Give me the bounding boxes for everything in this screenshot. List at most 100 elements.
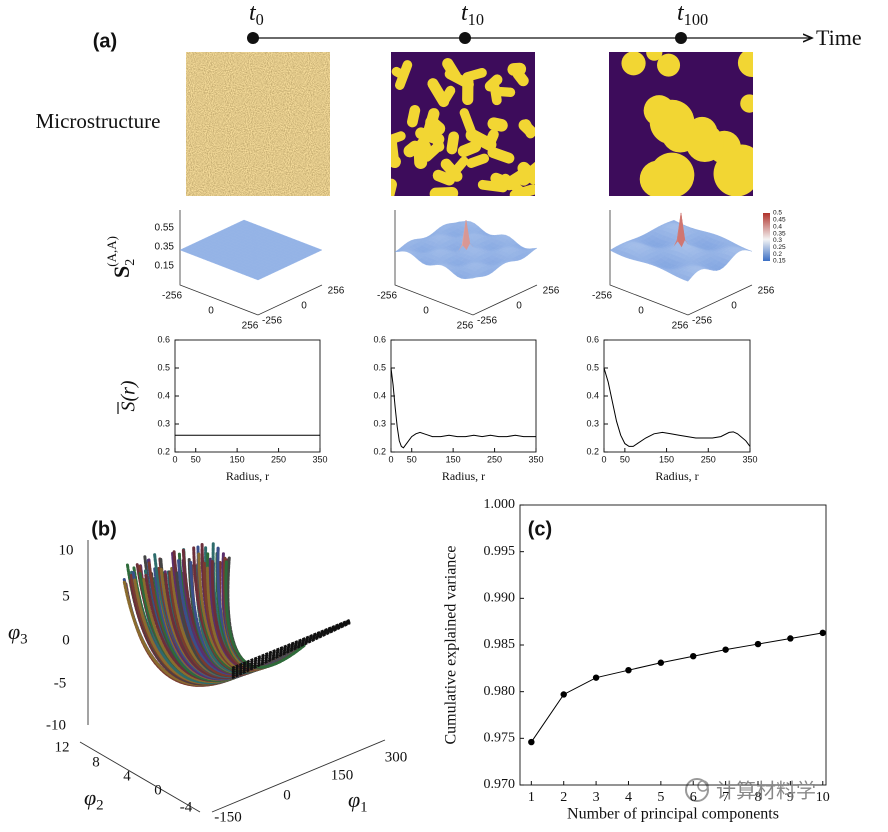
y-tick-label: 0.2	[157, 446, 170, 456]
x-tick-label: 5	[657, 790, 664, 805]
scatter-tick-label: 150	[331, 767, 354, 783]
y-tick-label: 0.6	[157, 334, 170, 344]
colorbar-tick-label: 0.3	[773, 237, 782, 244]
data-line	[603, 367, 751, 447]
s2-x-tick-label: 0	[638, 306, 644, 317]
x-tick-label: 0	[601, 454, 606, 464]
blob	[466, 153, 490, 168]
x-tick-label: 150	[230, 454, 245, 464]
y-tick-label: 0.970	[484, 777, 516, 792]
x-tick-label: 150	[659, 454, 674, 464]
y-tick-label: 0.5	[373, 362, 386, 372]
blob	[391, 151, 401, 169]
x-tick-label: 250	[701, 454, 716, 464]
axis-label: φ2	[84, 785, 104, 814]
symbol: t	[461, 0, 469, 26]
time-label: t10	[461, 0, 484, 29]
s2-y-tick-label: -256	[477, 316, 497, 327]
s2-x-tick-label: 256	[457, 321, 474, 332]
data-point	[690, 653, 697, 660]
y-tick-label: 0.985	[484, 637, 516, 652]
data-point	[528, 738, 535, 746]
data-point	[592, 674, 600, 681]
colorbar-tick-label: 0.45	[773, 217, 786, 224]
blob	[429, 187, 459, 196]
x-tick-label: 9	[787, 790, 794, 805]
timeline-point	[247, 32, 259, 44]
symbol: t	[677, 0, 685, 26]
blob	[713, 150, 753, 196]
x-tick-label: 7	[722, 790, 729, 805]
timeline-point	[675, 32, 687, 44]
s2-x-tick-label: 0	[208, 306, 214, 317]
subscript: 1	[360, 800, 367, 816]
axis-3d	[211, 739, 386, 813]
s2-y-tick-label: -256	[692, 316, 712, 327]
subscript: 0	[256, 10, 264, 29]
plot-frame	[519, 504, 827, 786]
colorbar-tick-label: 0.5	[773, 210, 782, 217]
y-tick-label: 0.4	[373, 390, 386, 400]
s2-x-tick-label: -256	[592, 291, 612, 302]
time-label: t100	[677, 0, 708, 29]
y-tick-label: 0.995	[484, 544, 516, 559]
y-tick-label: 1.000	[484, 497, 516, 512]
y-tick-label: 0.2	[373, 446, 386, 456]
axis-box	[609, 210, 753, 316]
blob	[487, 117, 508, 132]
y-tick-label: 0.2	[586, 446, 599, 456]
scatter-strand	[224, 560, 306, 669]
row-label: Microstructure	[36, 109, 161, 133]
blob	[432, 169, 456, 186]
blob	[427, 78, 450, 108]
blob	[495, 87, 516, 97]
y-tick-label: 0.975	[484, 731, 516, 746]
blob	[457, 140, 482, 158]
blob	[657, 53, 681, 77]
colorbar-tick-label: 0.15	[773, 258, 786, 265]
blob	[649, 99, 695, 145]
axis-box	[394, 210, 538, 316]
scatter-tick-label: -4	[180, 799, 193, 815]
timeline-label: Time	[816, 25, 862, 50]
surface-cell	[469, 276, 477, 279]
s2-z-tick-label: 0.15	[155, 261, 175, 272]
x-tick-label: 0	[172, 454, 177, 464]
blob	[462, 67, 487, 82]
x-tick-label: 1	[528, 790, 535, 805]
timeline-point	[459, 32, 471, 44]
watermark-icon	[685, 778, 709, 802]
blob	[503, 168, 531, 191]
superscript: (A,A)	[104, 236, 119, 267]
x-tick-label: 350	[312, 454, 327, 464]
subscript: 10	[468, 10, 484, 29]
subscript: 3	[20, 632, 27, 648]
scatter-tail	[231, 619, 351, 672]
scatter-tick-label: 12	[55, 739, 70, 755]
s2-label: S2 (A,A)	[104, 236, 138, 278]
y-tick-label: 0.4	[586, 390, 599, 400]
blob	[413, 142, 428, 169]
scatter-tick-label: -150	[214, 809, 242, 825]
y-axis-label: S(r)	[118, 380, 140, 411]
blob	[639, 160, 677, 196]
s2-x-tick-label: 256	[672, 321, 689, 332]
microstructure-t0	[186, 52, 330, 196]
blob	[407, 105, 421, 128]
x-axis-label: Number of principal components	[567, 806, 779, 823]
colorbar-tick-label: 0.2	[773, 251, 782, 258]
blob	[446, 131, 460, 155]
blobs	[621, 52, 753, 196]
x-tick-label: 6	[690, 790, 697, 805]
axis-box	[179, 210, 323, 316]
s2-y-tick-label: -256	[262, 316, 282, 327]
blob	[395, 60, 413, 90]
blob	[646, 52, 663, 61]
x-tick-label: 350	[528, 454, 543, 464]
blob	[518, 119, 535, 138]
blob	[459, 108, 477, 137]
symbol: φ	[348, 787, 360, 812]
s2-y-tick-label: 0	[516, 301, 522, 312]
x-tick-label: 50	[620, 454, 630, 464]
symbol: φ	[8, 619, 20, 644]
